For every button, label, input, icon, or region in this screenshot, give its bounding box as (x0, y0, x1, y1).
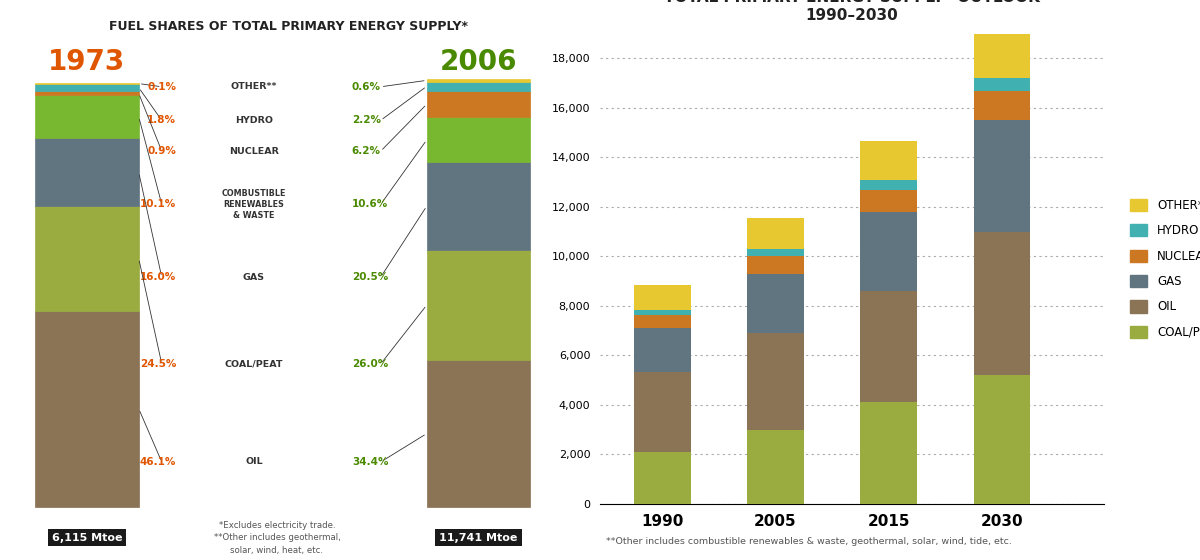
Bar (634, 315, 691, 328)
Bar (860, 212, 917, 291)
Text: OTHER**: OTHER** (230, 82, 277, 91)
Bar (634, 310, 691, 315)
Bar (860, 190, 917, 212)
Bar (748, 430, 804, 504)
Bar (35, 95, 139, 138)
Bar (748, 218, 804, 249)
Bar (35, 84, 139, 91)
Text: COMBUSTIBLE
RENEWABLES
& WASTE: COMBUSTIBLE RENEWABLES & WASTE (222, 189, 286, 220)
Bar (860, 180, 917, 190)
Bar (860, 291, 917, 403)
Bar (35, 206, 139, 311)
Title: TOTAL PRIMARY ENERGY SUPPLY* OUTLOOK
1990–2030: TOTAL PRIMARY ENERGY SUPPLY* OUTLOOK 199… (664, 0, 1040, 23)
Bar (748, 333, 804, 430)
Text: 34.4%: 34.4% (352, 457, 389, 467)
Text: 0.6%: 0.6% (352, 82, 380, 92)
Text: COAL/PEAT: COAL/PEAT (224, 360, 283, 368)
Bar (748, 274, 804, 333)
Bar (35, 91, 139, 95)
Text: 6.2%: 6.2% (352, 146, 380, 156)
Bar (427, 250, 530, 361)
Legend: OTHER**, HYDRO, NUCLEAR, GAS, OIL, COAL/PEAT: OTHER**, HYDRO, NUCLEAR, GAS, OIL, COAL/… (1126, 194, 1200, 344)
Text: **Other includes combustible renewables & waste, geothermal, solar, wind, tide, : **Other includes combustible renewables … (606, 537, 1012, 546)
Bar (973, 375, 1031, 504)
Bar (973, 13, 1031, 78)
Bar (427, 79, 530, 82)
Bar (427, 118, 530, 162)
Text: *Excludes electricity trade.
**Other includes geothermal,
solar, wind, heat, etc: *Excludes electricity trade. **Other inc… (214, 521, 341, 554)
Text: 20.5%: 20.5% (352, 272, 388, 282)
Bar (634, 372, 691, 452)
Bar (427, 82, 530, 91)
Bar (973, 91, 1031, 120)
Text: 11,741 Mtoe: 11,741 Mtoe (439, 533, 517, 543)
Text: 6,115 Mtoe: 6,115 Mtoe (52, 533, 122, 543)
Bar (427, 162, 530, 250)
Bar (634, 285, 691, 310)
Bar (748, 249, 804, 256)
Bar (35, 311, 139, 507)
Bar (35, 138, 139, 206)
Text: 1973: 1973 (48, 48, 126, 76)
Bar (973, 120, 1031, 232)
Text: 26.0%: 26.0% (352, 359, 388, 369)
Text: 16.0%: 16.0% (140, 272, 176, 282)
Text: 24.5%: 24.5% (139, 359, 176, 369)
Text: 2.2%: 2.2% (352, 115, 380, 125)
Bar (748, 256, 804, 274)
Text: 46.1%: 46.1% (139, 457, 176, 467)
Text: 10.1%: 10.1% (140, 199, 176, 209)
Bar (973, 232, 1031, 375)
Bar (427, 361, 530, 507)
Text: 10.6%: 10.6% (352, 199, 388, 209)
Bar (860, 403, 917, 504)
Text: GAS: GAS (242, 273, 265, 282)
Text: NUCLEAR: NUCLEAR (229, 147, 278, 156)
Text: 1.8%: 1.8% (148, 115, 176, 125)
Text: HYDRO: HYDRO (235, 116, 272, 125)
Text: 2006: 2006 (440, 48, 517, 76)
Bar (973, 78, 1031, 91)
Bar (634, 452, 691, 504)
Text: FUEL SHARES OF TOTAL PRIMARY ENERGY SUPPLY*: FUEL SHARES OF TOTAL PRIMARY ENERGY SUPP… (109, 20, 468, 32)
Text: 0.1%: 0.1% (148, 82, 176, 92)
Text: OIL: OIL (245, 458, 263, 466)
Text: 0.9%: 0.9% (148, 146, 176, 156)
Bar (860, 141, 917, 180)
Bar (634, 328, 691, 372)
Bar (427, 91, 530, 118)
